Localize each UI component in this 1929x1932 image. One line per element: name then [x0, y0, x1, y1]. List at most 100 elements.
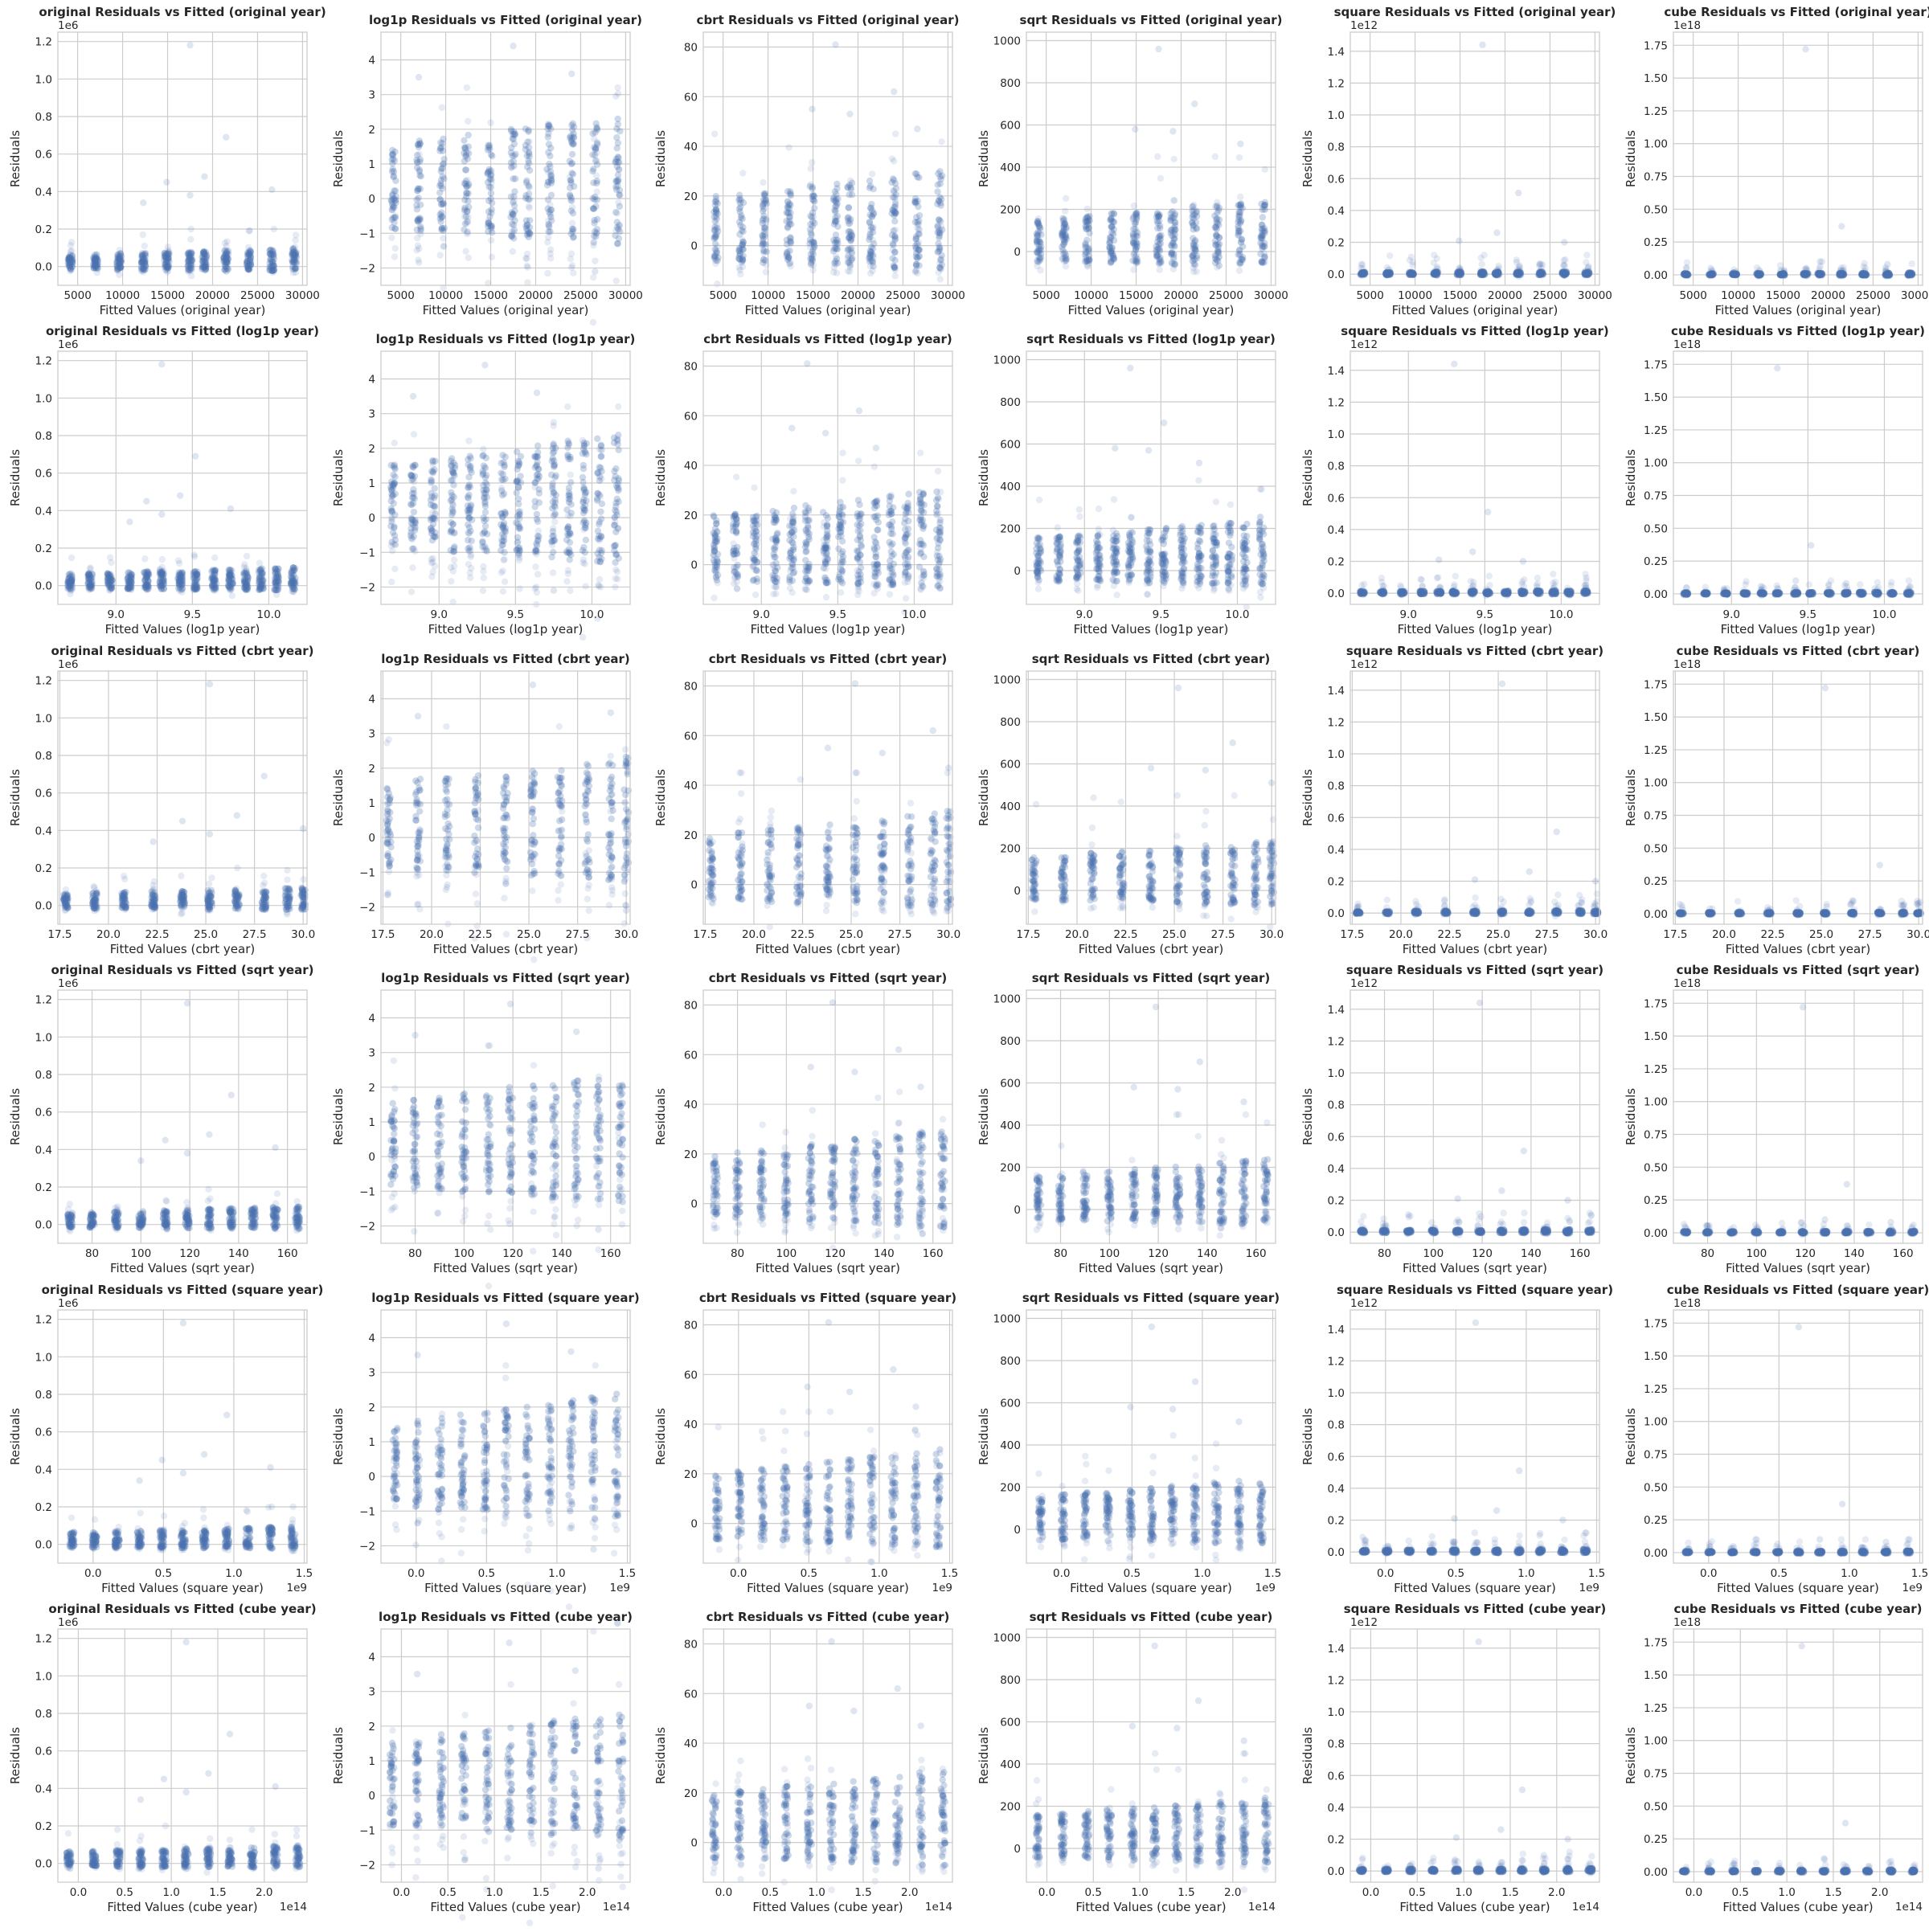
data-point	[411, 509, 417, 515]
x-tick-label: 9.5	[507, 608, 524, 621]
y-tick-label: −1	[359, 546, 375, 559]
data-point	[93, 252, 100, 259]
data-point	[388, 508, 395, 514]
data-point	[463, 183, 469, 190]
data-point	[1583, 259, 1589, 265]
outlier-point	[1816, 258, 1823, 264]
x-tick-label: 5000	[1356, 289, 1383, 302]
data-point	[787, 217, 793, 223]
data-point	[569, 198, 575, 204]
subplot-cube-vs-original: 500010000150002000025000300000.000.250.5…	[1624, 5, 1929, 317]
y-tick-label: 1.0	[35, 392, 52, 405]
y-tick-label: 1.2	[35, 355, 52, 368]
data-point	[784, 248, 791, 254]
data-point	[481, 575, 487, 581]
data-point	[567, 548, 573, 555]
data-point	[936, 260, 943, 267]
data-point	[580, 499, 586, 506]
data-point	[550, 442, 556, 448]
data-point	[483, 488, 489, 494]
data-point	[244, 573, 250, 579]
data-point	[599, 501, 605, 507]
data-point	[891, 218, 898, 224]
data-point	[565, 571, 571, 577]
data-point	[892, 130, 899, 137]
data-point	[448, 519, 454, 526]
data-point	[68, 266, 74, 272]
data-point	[935, 182, 941, 188]
data-point	[449, 508, 456, 514]
data-point	[391, 465, 398, 472]
data-point	[565, 523, 571, 530]
y-tick-label: 1.0	[35, 73, 52, 86]
data-point	[1063, 263, 1069, 269]
data-point	[730, 521, 736, 527]
y-tick-label: 0	[1014, 246, 1021, 259]
data-point	[612, 583, 618, 590]
data-point	[564, 438, 571, 444]
y-tick-label: 0.00	[1644, 269, 1668, 282]
data-point	[1083, 236, 1090, 243]
x-tick-label: 9.5	[184, 608, 201, 621]
data-point	[569, 204, 575, 211]
data-point	[567, 501, 574, 507]
data-point	[391, 440, 398, 446]
scatter-points	[1681, 46, 1916, 280]
outlier-point	[914, 125, 920, 132]
data-point	[571, 124, 577, 130]
data-point	[832, 261, 838, 268]
data-point	[1214, 210, 1220, 216]
data-point	[500, 588, 506, 595]
data-point	[439, 174, 445, 180]
data-point	[564, 403, 571, 410]
data-point	[489, 254, 495, 260]
data-point	[715, 243, 721, 249]
data-point	[1909, 260, 1915, 267]
data-point	[571, 183, 577, 190]
data-point	[428, 468, 435, 474]
x-tick-label: 25000	[240, 289, 275, 302]
data-point	[391, 253, 398, 260]
data-point	[547, 202, 553, 208]
data-point	[487, 120, 494, 126]
data-point	[484, 530, 490, 537]
data-point	[464, 231, 470, 237]
data-point	[429, 510, 436, 516]
data-point	[1214, 264, 1220, 270]
data-point	[890, 175, 896, 182]
data-point	[201, 254, 207, 260]
data-point	[464, 84, 470, 91]
y-tick-label: 0.2	[1328, 237, 1345, 250]
data-point	[590, 319, 596, 325]
data-point	[614, 178, 620, 184]
data-point	[810, 191, 817, 198]
data-point	[1803, 265, 1809, 272]
data-point	[548, 554, 555, 560]
data-point	[785, 144, 792, 150]
y-axis-label: Residuals	[653, 130, 668, 187]
data-point	[449, 499, 456, 506]
y-tick-label: 0.8	[35, 111, 52, 124]
data-point	[597, 559, 604, 565]
data-point	[751, 517, 757, 523]
data-point	[938, 196, 944, 203]
y-tick-label: −2	[359, 262, 375, 275]
data-point	[1035, 215, 1042, 222]
data-point	[581, 517, 588, 523]
data-point	[439, 144, 445, 150]
x-tick-label: 25000	[1533, 289, 1567, 302]
data-point	[591, 136, 597, 142]
data-point	[914, 224, 920, 231]
data-point	[451, 529, 457, 535]
data-point	[465, 530, 471, 536]
y-tick-label: 0.0	[35, 261, 52, 274]
data-point	[892, 198, 899, 204]
outlier-point	[534, 390, 540, 396]
data-point	[501, 556, 507, 563]
data-point	[106, 587, 113, 593]
y-tick-label: 0	[368, 512, 375, 525]
outlier-point	[1155, 46, 1161, 52]
data-point	[526, 138, 532, 145]
data-point	[87, 572, 93, 579]
